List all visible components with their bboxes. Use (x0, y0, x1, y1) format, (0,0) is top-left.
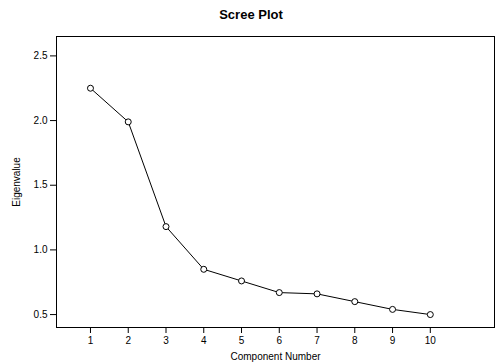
svg-text:5: 5 (239, 335, 245, 346)
svg-text:2.5: 2.5 (34, 50, 48, 61)
html-text:Scree Plot: Scree Plot (219, 7, 283, 22)
svg-text:9: 9 (390, 335, 396, 346)
svg-text:2.0: 2.0 (34, 115, 48, 126)
svg-text:3: 3 (163, 335, 169, 346)
svg-text:1: 1 (88, 335, 94, 346)
svg-text:Eigenvalue: Eigenvalue (11, 157, 22, 207)
svg-text:0.5: 0.5 (34, 309, 48, 320)
svg-text:1.0: 1.0 (34, 244, 48, 255)
svg-text:8: 8 (352, 335, 358, 346)
svg-text:6: 6 (276, 335, 282, 346)
svg-text:7: 7 (314, 335, 320, 346)
svg-text:2: 2 (125, 335, 131, 346)
svg-text:Component Number: Component Number (230, 351, 321, 362)
svg-text:1.5: 1.5 (34, 179, 48, 190)
svg-text:4: 4 (201, 335, 207, 346)
svg-text:10: 10 (425, 335, 437, 346)
